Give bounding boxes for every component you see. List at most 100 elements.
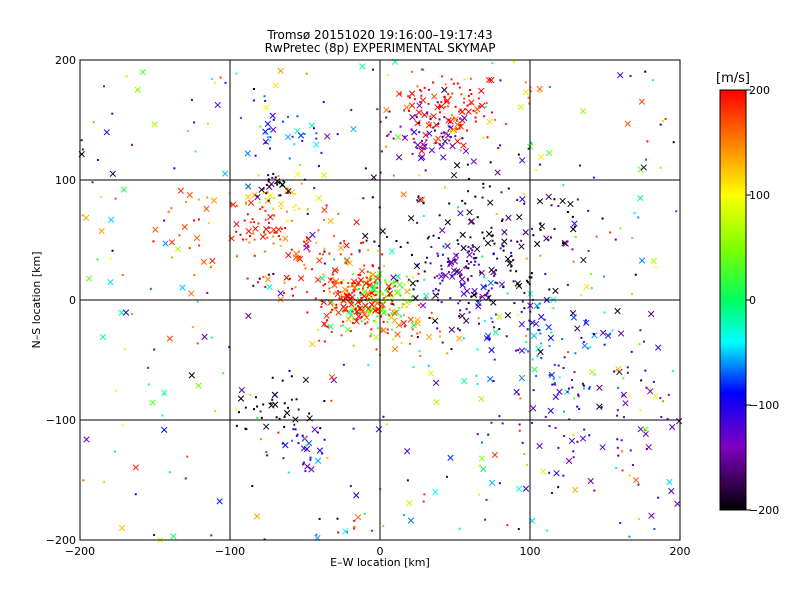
data-point-cross [374,275,381,282]
data-point-dot [384,279,387,282]
data-point-dot [353,290,356,293]
data-point-dot [184,477,187,480]
data-point-dot [461,199,464,202]
data-point-cross [373,334,380,341]
data-point-cross [277,290,284,297]
data-point-cross [404,288,411,295]
data-point-dot [185,201,188,204]
data-point-dot [424,261,427,264]
data-point-cross [614,307,621,315]
data-point-dot [340,324,343,327]
data-point-dot [491,234,494,237]
data-point-cross [363,314,370,321]
data-point-dot [397,306,400,309]
data-point-dot [571,248,574,251]
data-point-dot [465,265,468,268]
data-point-cross [195,382,202,389]
data-point-dot [470,93,473,96]
data-point-cross [498,281,506,288]
data-point-dot [422,500,425,503]
data-point-dot [324,324,327,327]
data-point-dot [399,245,402,248]
data-point-dot [353,527,356,530]
data-point-dot [323,322,326,325]
data-point-cross [315,195,323,202]
data-point-cross [337,244,345,252]
data-point-dot [637,216,640,219]
data-point-dot [659,166,662,169]
data-point-dot [530,276,533,279]
data-point-dot [458,527,461,530]
data-point-dot [329,311,332,314]
data-point-dot [249,235,252,238]
data-point-dot [253,238,256,241]
data-point-dot [530,227,533,230]
data-point-dot [328,287,331,290]
data-point-cross [536,442,543,450]
data-point-cross [427,370,435,377]
data-point-dot [325,204,328,207]
data-point-dot [572,433,575,436]
data-point-dot [436,275,439,278]
data-point-dot [449,136,452,139]
data-point-cross [432,138,440,145]
data-point-cross [245,312,252,319]
data-point-dot [413,141,416,144]
data-point-dot [571,215,574,218]
data-point-dot [277,235,280,238]
data-point-cross [188,290,195,297]
data-point-cross [462,147,470,155]
data-point-dot [399,125,402,128]
data-point-dot [458,315,461,318]
colorbar-tick-label: −100 [749,399,779,412]
data-point-cross [271,391,279,398]
data-point-cross [193,234,201,242]
data-point-cross [348,312,355,319]
data-point-dot [210,336,213,339]
data-point-cross [379,228,386,235]
data-point-cross [456,335,463,342]
data-point-dot [272,172,275,175]
data-point-dot [443,131,446,134]
data-point-cross [319,275,326,282]
data-point-dot [506,524,509,527]
data-point-dot [483,237,486,240]
data-point-dot [342,279,345,282]
data-point-dot [563,410,566,413]
data-point-dot [384,295,387,298]
data-point-dot [629,449,632,452]
data-point-cross [302,376,310,384]
data-point-dot [583,428,586,431]
data-point-dot [382,320,385,323]
data-point-cross [589,368,596,375]
data-point-dot [562,241,565,244]
data-point-cross [461,114,468,122]
data-point-dot [338,298,341,301]
data-point-dot [429,118,432,121]
data-point-dot [405,305,408,308]
data-point-cross [371,297,378,304]
data-point-cross [458,276,466,283]
data-point-dot [644,369,647,372]
data-point-dot [548,86,551,89]
data-point-dot [517,153,520,156]
data-point-cross [417,196,424,203]
data-point-cross [361,311,368,318]
data-point-dot [273,214,276,217]
data-point-dot [580,336,583,339]
data-point-dot [301,139,304,142]
data-point-cross [556,388,563,395]
data-point-dot [224,81,227,84]
data-point-cross [450,171,458,179]
data-point-dot [360,242,363,245]
data-point-dot [323,250,326,253]
data-point-dot [322,284,325,287]
data-point-cross [266,183,273,191]
data-point-cross [168,239,176,246]
data-point-cross [535,345,542,353]
data-point-dot [408,96,411,99]
data-point-dot [466,260,469,263]
data-point-dot [374,319,377,322]
data-point-dot [360,316,363,319]
